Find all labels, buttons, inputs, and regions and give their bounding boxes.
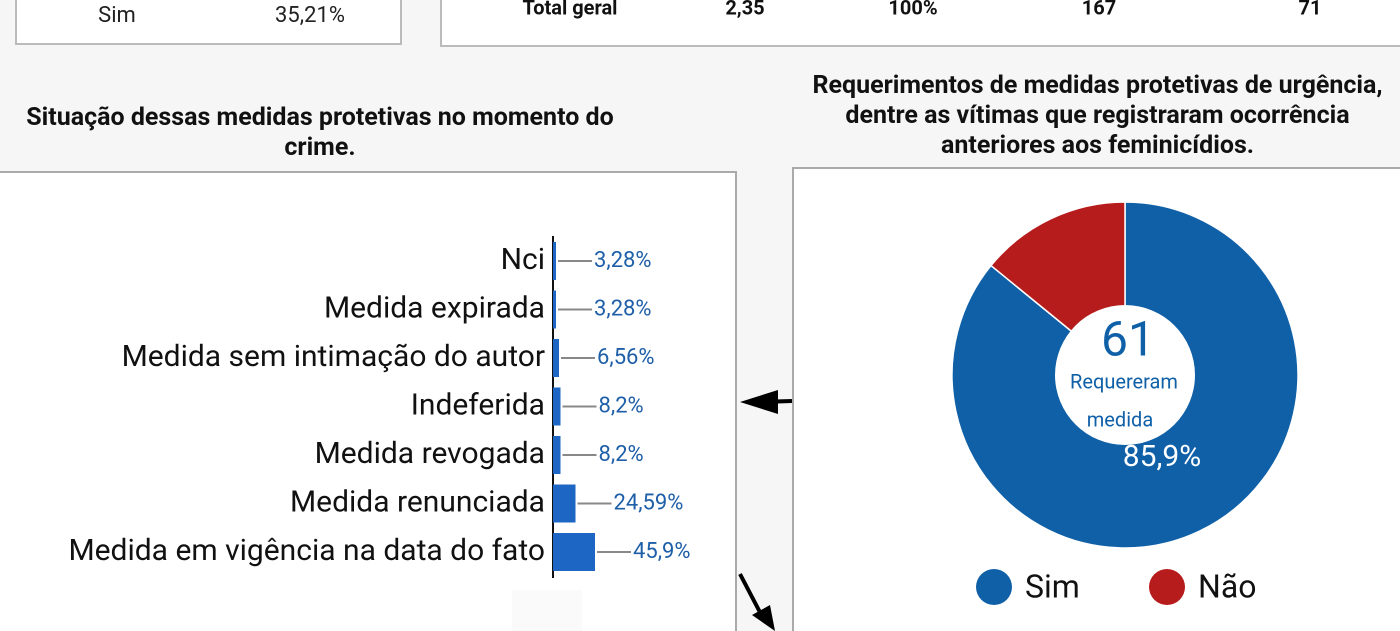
legend-label: Não bbox=[1198, 567, 1256, 605]
bar bbox=[553, 339, 560, 377]
category-label: Indeferida bbox=[411, 387, 545, 422]
value-label: 3,28% bbox=[594, 248, 652, 273]
bar-chart: Nci 3,28% Medida expirada 3,28% Medida sem i… bbox=[68, 236, 691, 578]
bar bbox=[553, 290, 557, 329]
value-label: 24,59% bbox=[614, 490, 684, 515]
value-label: 6,56% bbox=[597, 345, 655, 370]
arrow-head bbox=[740, 390, 778, 414]
value-label: 45,9% bbox=[633, 539, 691, 564]
kpi-box bbox=[15, 0, 402, 45]
kpi-value: 35,21% bbox=[275, 3, 345, 28]
legend-label: Sim bbox=[1025, 567, 1080, 605]
table-cell: Total geral bbox=[523, 0, 618, 19]
chart-title: Situação dessas medidas protetivas no mo… bbox=[26, 103, 614, 162]
category-label: Nci bbox=[501, 242, 545, 277]
arrow-head bbox=[752, 605, 775, 631]
bar bbox=[553, 387, 561, 426]
table-cell: 2,35 bbox=[725, 0, 764, 19]
bar bbox=[553, 484, 576, 523]
value-label: 3,28% bbox=[594, 296, 652, 321]
bar bbox=[553, 242, 557, 280]
category-label: Medida em vigência na data do fato bbox=[68, 533, 545, 568]
center-label: Requereram bbox=[1070, 369, 1178, 393]
kpi-label: Sim bbox=[98, 3, 136, 28]
table-row: Total geral 2,35 100% 167 71 bbox=[523, 0, 1322, 19]
category-label: Medida revogada bbox=[315, 436, 545, 471]
arrows bbox=[738, 390, 793, 631]
category-label: Medida renunciada bbox=[290, 484, 545, 519]
bar-panel bbox=[0, 171, 737, 631]
value-label: 8,2% bbox=[599, 442, 644, 467]
category-label: Medida expirada bbox=[324, 290, 545, 325]
table-box bbox=[440, 0, 1400, 47]
table-cell: 167 bbox=[1082, 0, 1116, 19]
placeholder bbox=[512, 590, 582, 631]
value-label: 8,2% bbox=[599, 393, 644, 418]
bar bbox=[553, 436, 561, 474]
legend-swatch bbox=[1149, 569, 1185, 605]
legend-swatch bbox=[976, 569, 1012, 605]
center-value: 61 bbox=[1101, 311, 1155, 368]
table-cell: 100% bbox=[888, 0, 937, 19]
bar bbox=[553, 533, 595, 571]
category-label: Medida sem intimação do autor bbox=[122, 339, 545, 374]
center-label: medida bbox=[1087, 407, 1153, 431]
value-label: 85,9% bbox=[1123, 439, 1201, 474]
chart-title: Requerimentos de medidas protetivas de u… bbox=[812, 71, 1383, 160]
table-cell: 71 bbox=[1299, 0, 1322, 19]
donut-hole bbox=[1055, 305, 1195, 445]
